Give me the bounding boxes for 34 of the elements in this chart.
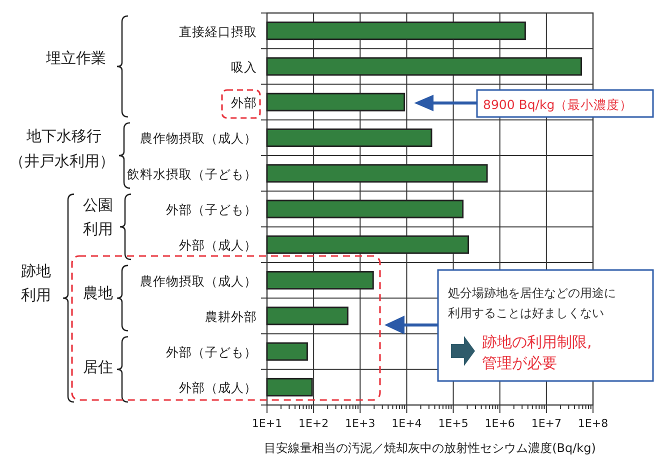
text: 公園 [83, 196, 113, 214]
annotation: 処分場跡地を居住などの用途に [448, 286, 616, 300]
text: 跡地 [21, 262, 51, 280]
x-tick-label: 1E+5 [438, 417, 468, 430]
text: 利用 [21, 286, 51, 304]
annotation: 管理が必要 [482, 354, 557, 372]
y-tick-label: 直接経口摂取 [179, 24, 257, 39]
x-tick-label: 1E+8 [578, 417, 608, 430]
y-tick-label: 外部（子ども） [166, 202, 257, 217]
y-tick-label: 飲料水摂取（子ども） [127, 166, 257, 182]
annotation: 利用することは好ましくない [448, 306, 604, 320]
x-tick-label: 1E+6 [484, 417, 515, 430]
x-tick-label: 1E+2 [298, 417, 329, 430]
x-tick-label: 1E+4 [392, 417, 422, 430]
y-tick-label: 外部（成人） [179, 380, 257, 396]
text: 居住 [83, 358, 113, 376]
y-tick-label: 農耕外部 [205, 308, 257, 324]
x-tick-label: 1E+1 [252, 417, 282, 430]
text: 埋立作業 [45, 49, 106, 67]
x-tick-label: 1E+7 [531, 417, 562, 430]
text: 農地 [83, 284, 113, 302]
annotation: 8900 Bq/kg（最小濃度） [483, 97, 633, 112]
text: 地下水移行 [26, 127, 102, 145]
y-tick-label: 吸入 [231, 59, 257, 74]
y-tick-label: 農作物摂取（成人） [140, 273, 257, 288]
text: （井戸水利用） [10, 152, 114, 170]
y-tick-label: 農作物摂取（成人） [140, 130, 257, 146]
y-tick-label: 外部 [231, 95, 257, 110]
y-tick-label: 外部（子ども） [166, 344, 257, 360]
text: 利用 [83, 220, 113, 238]
annotation: 跡地の利用制限, [482, 333, 592, 351]
x-axis-title: 目安線量相当の汚泥／焼却灰中の放射性セシウム濃度(Bq/kg) [264, 441, 596, 455]
x-tick-label: 1E+3 [345, 417, 376, 430]
y-tick-label: 外部（成人） [179, 238, 257, 253]
